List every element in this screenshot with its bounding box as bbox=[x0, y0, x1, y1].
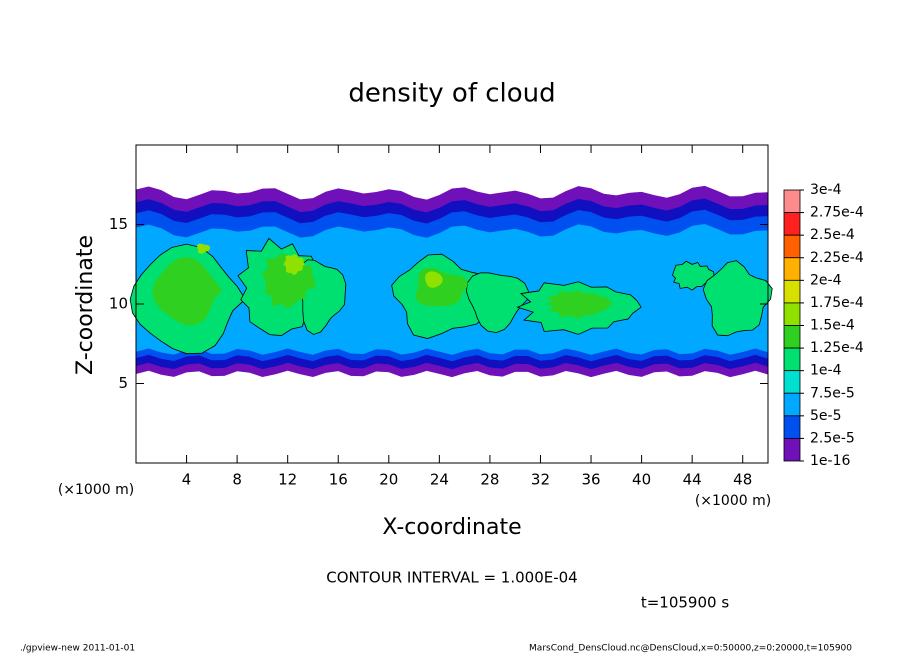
colorbar-box bbox=[783, 325, 801, 349]
cloud-region bbox=[545, 290, 613, 319]
colorbar-label: 1.25e-4 bbox=[810, 340, 864, 356]
colorbar-label: 5e-5 bbox=[810, 408, 841, 424]
x-tick-label: 36 bbox=[581, 471, 600, 489]
colorbar-box bbox=[783, 189, 801, 213]
cloud-region bbox=[702, 260, 773, 337]
cloud-region bbox=[425, 271, 443, 288]
axes: 4 8 12 16 20 24 28 32 36 40 44 48510153e-42.75e-42.… bbox=[109, 144, 864, 489]
y-axis-label: Z-coordinate bbox=[73, 235, 98, 375]
x-tick-label: 28 bbox=[480, 471, 499, 489]
x-tick-label: 24 bbox=[430, 471, 449, 489]
colorbar-label: 3e-4 bbox=[810, 182, 842, 198]
cloud-region bbox=[672, 260, 715, 291]
colorbar-box bbox=[783, 392, 801, 417]
x-tick-label: 4 bbox=[182, 471, 192, 489]
y-tick-label: 15 bbox=[109, 215, 128, 233]
colorbar-label: 2.75e-4 bbox=[810, 205, 864, 221]
y-tick-label: 10 bbox=[109, 295, 128, 313]
footer-right: MarsCond_DensCloud.nc@DensCloud,x=0:5000… bbox=[529, 644, 852, 654]
colorbar-label: 2e-4 bbox=[810, 272, 842, 288]
x-unit-label: (×1000 m) bbox=[695, 493, 771, 509]
x-axis-label: X-coordinate bbox=[382, 515, 521, 540]
colorbar-box bbox=[783, 234, 801, 259]
y-tick-label: 5 bbox=[118, 374, 128, 392]
colorbar-box bbox=[783, 302, 801, 326]
colorbar-label: 7.5e-5 bbox=[810, 385, 855, 401]
cloud-region bbox=[465, 272, 529, 334]
colorbar-label: 1e-16 bbox=[810, 453, 850, 469]
x-tick-label: 16 bbox=[329, 471, 348, 489]
contour-interval: CONTOUR INTERVAL = 1.000E-04 bbox=[326, 569, 577, 587]
colorbar-box bbox=[783, 415, 801, 439]
x-tick-label: 32 bbox=[531, 471, 550, 489]
x-tick-label: 48 bbox=[733, 471, 752, 489]
colorbar-box bbox=[783, 370, 801, 394]
footer-left: ./gpview-new 2011-01-01 bbox=[20, 644, 135, 654]
time-label: t=105900 s bbox=[641, 594, 729, 612]
cloud-field bbox=[129, 185, 773, 378]
colorbar-label: 1.75e-4 bbox=[810, 295, 864, 311]
colorbar-label: 2.25e-4 bbox=[810, 250, 864, 266]
colorbar-box bbox=[783, 347, 801, 372]
colorbar-box bbox=[783, 438, 801, 462]
colorbar-box bbox=[783, 257, 801, 281]
x-tick-label: 40 bbox=[632, 471, 651, 489]
chart-title: density of cloud bbox=[348, 79, 555, 109]
x-tick-label: 8 bbox=[232, 471, 242, 489]
cloud-region bbox=[196, 243, 211, 254]
colorbar-label: 1e-4 bbox=[810, 363, 842, 379]
x-tick-label: 20 bbox=[379, 471, 398, 489]
cloud-region bbox=[283, 254, 305, 276]
x-tick-label: 44 bbox=[683, 471, 702, 489]
colorbar-box bbox=[783, 212, 801, 236]
x-unit-label: (×1000 m) bbox=[58, 482, 134, 498]
colorbar-box bbox=[783, 279, 801, 304]
colorbar-label: 2.5e-5 bbox=[810, 430, 855, 446]
x-tick-label: 12 bbox=[278, 471, 297, 489]
colorbar-label: 2.5e-4 bbox=[810, 227, 855, 243]
cloud-region bbox=[152, 256, 223, 326]
colorbar-label: 1.5e-4 bbox=[810, 318, 855, 334]
